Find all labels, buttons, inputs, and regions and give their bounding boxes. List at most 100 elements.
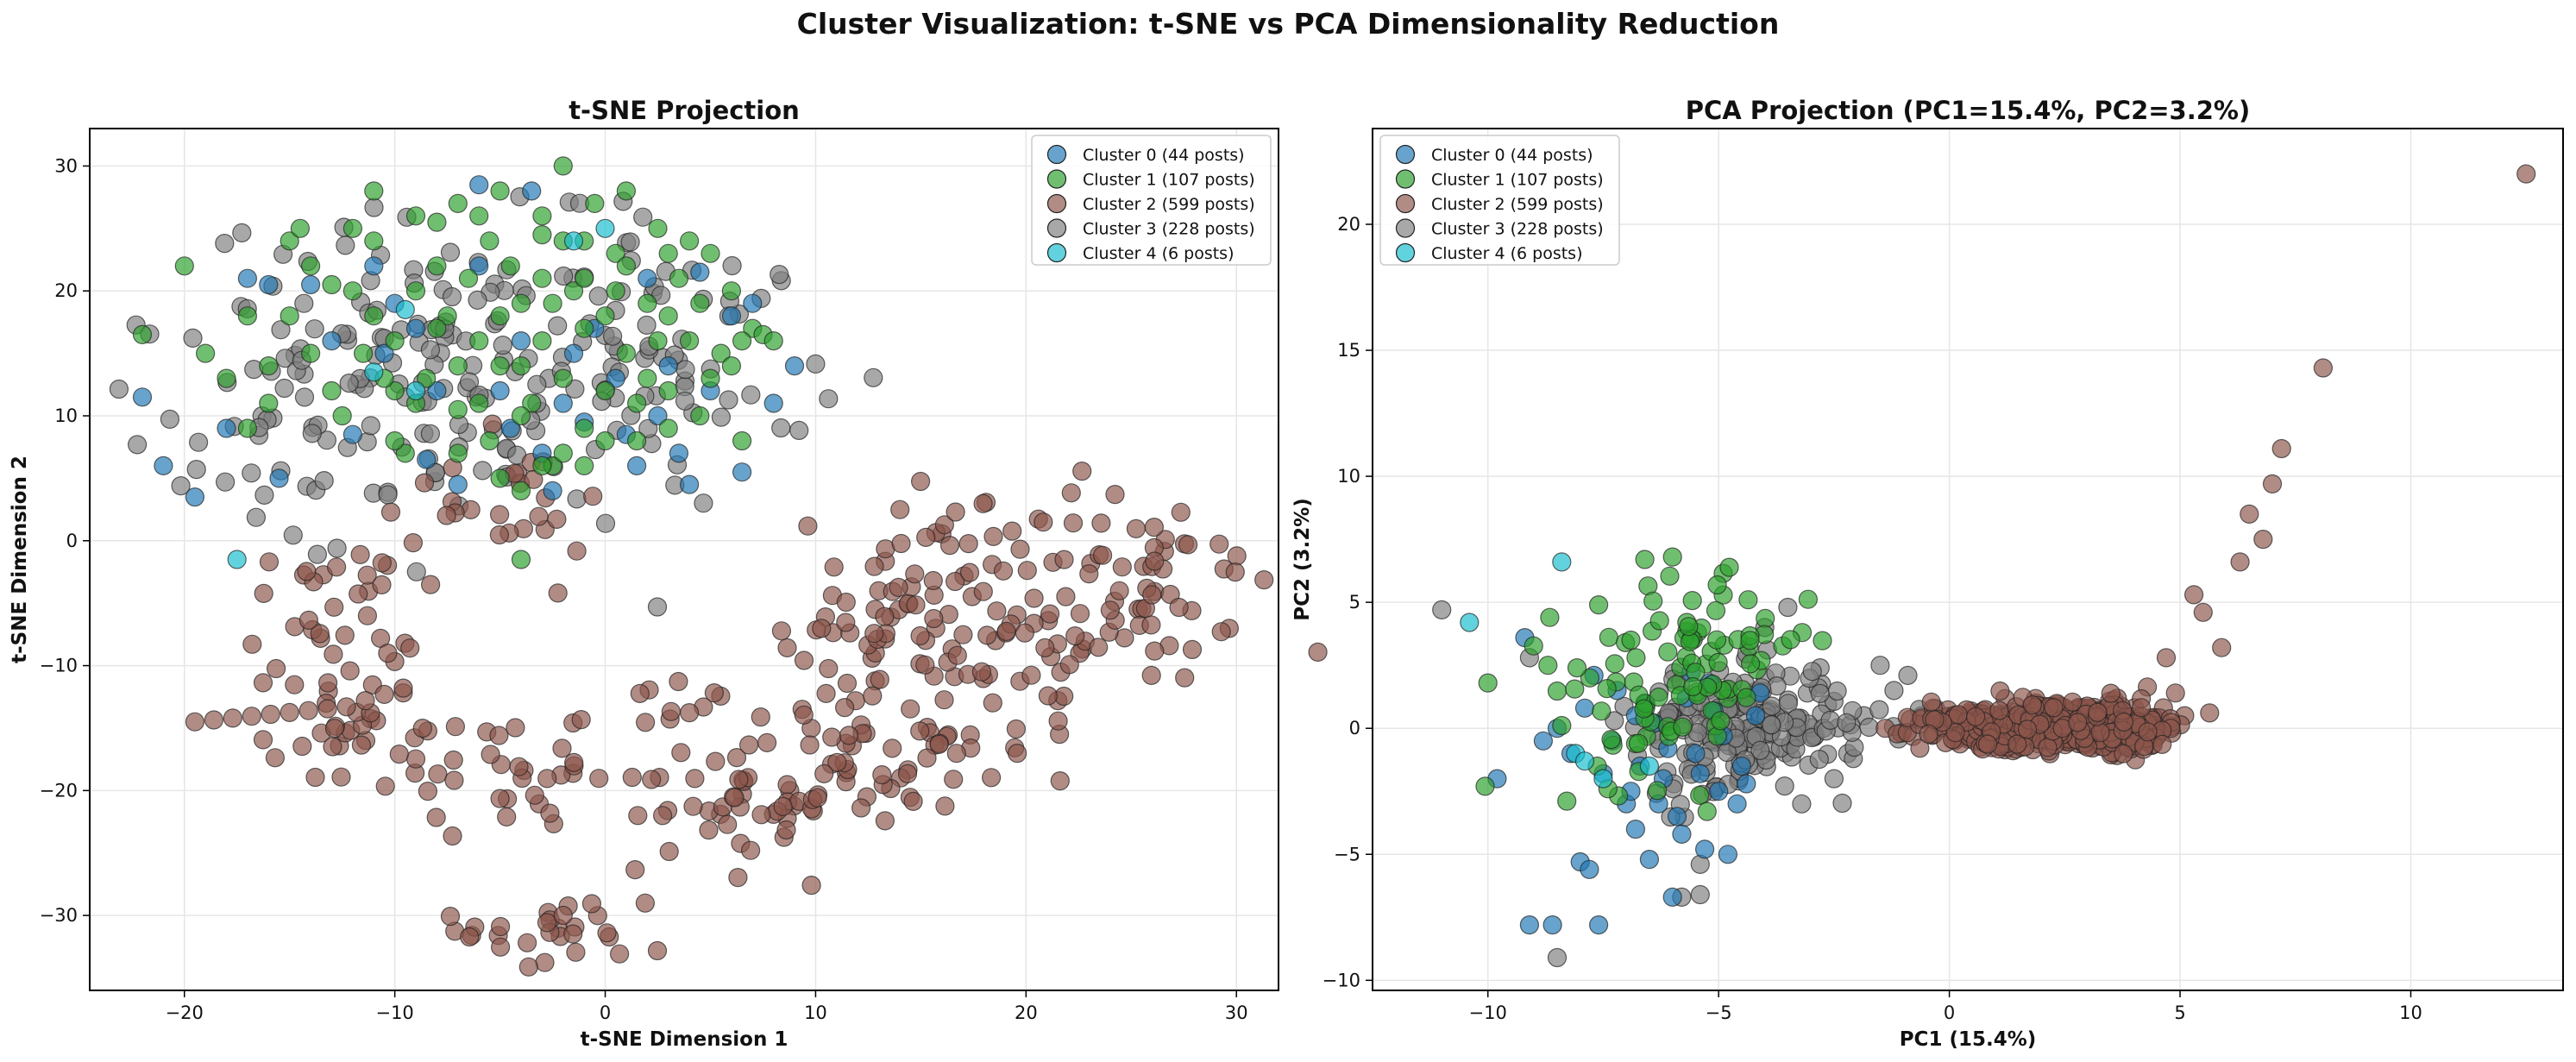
scatter-point-cluster-2: [1141, 615, 1161, 635]
scatter-point-cluster-2: [981, 768, 1002, 788]
scatter-point-cluster-2: [661, 701, 682, 721]
scatter-point-cluster-0: [763, 393, 783, 413]
scatter-point-cluster-2: [2044, 698, 2064, 718]
scatter-point-cluster-1: [385, 331, 405, 351]
scatter-point-cluster-1: [332, 405, 352, 426]
y-tick-label: 5: [1349, 592, 1360, 613]
scatter-point-cluster-2: [421, 575, 441, 594]
scatter-point-cluster-1: [543, 293, 562, 313]
scatter-point-cluster-3: [283, 525, 303, 545]
scatter-point-cluster-2: [1209, 534, 1229, 554]
scatter-point-cluster-2: [1091, 513, 1111, 533]
scatter-point-cluster-2: [552, 738, 572, 758]
scatter-point-cluster-3: [468, 290, 487, 310]
scatter-point-cluster-2: [393, 678, 413, 698]
scatter-point-cluster-2: [1024, 588, 1044, 608]
legend-marker-cluster-0: [1046, 144, 1067, 165]
scatter-point-cluster-1: [522, 393, 542, 413]
scatter-point-cluster-2: [2193, 602, 2213, 622]
scatter-point-cluster-2: [939, 535, 960, 556]
scatter-point-cluster-2: [583, 487, 603, 506]
scatter-point-cluster-1: [301, 256, 321, 276]
scatter-point-cluster-0: [185, 487, 204, 507]
scatter-point-cluster-1: [1683, 676, 1703, 697]
scatter-point-cluster-2: [509, 757, 529, 776]
scatter-point-cluster-2: [647, 940, 668, 961]
scatter-point-cluster-3: [294, 387, 315, 407]
scatter-point-cluster-1: [1706, 630, 1727, 650]
scatter-point-cluster-1: [500, 256, 520, 276]
scatter-point-cluster-3: [274, 378, 294, 399]
scatter-point-cluster-2: [1182, 639, 1203, 660]
scatter-point-cluster-2: [506, 718, 525, 738]
scatter-point-cluster-1: [1635, 550, 1655, 569]
scatter-point-cluster-1: [1740, 654, 1761, 674]
scatter-point-cluster-3: [109, 379, 129, 399]
scatter-point-cluster-2: [1105, 484, 1125, 505]
scatter-point-cluster-2: [836, 592, 856, 613]
scatter-point-cluster-1: [1711, 711, 1731, 731]
scatter-point-cluster-2: [905, 564, 925, 584]
scatter-point-cluster-2: [374, 684, 394, 705]
scatter-point-cluster-1: [658, 380, 678, 401]
scatter-point-cluster-1: [342, 218, 362, 238]
scatter-point-cluster-2: [883, 738, 902, 758]
scatter-point-cluster-2: [2240, 504, 2259, 525]
scatter-point-cluster-1: [626, 430, 647, 451]
scatter-point-cluster-2: [259, 552, 280, 572]
x-tick-label: −5: [1706, 1002, 1732, 1023]
scatter-point-cluster-1: [701, 243, 720, 263]
scatter-point-cluster-0: [1690, 764, 1710, 783]
scatter-point-cluster-2: [581, 894, 602, 914]
scatter-point-cluster-1: [1626, 648, 1646, 668]
scatter-point-cluster-2: [628, 806, 648, 826]
scatter-point-cluster-2: [564, 752, 584, 773]
scatter-point-cluster-2: [726, 747, 747, 768]
scatter-point-cluster-2: [372, 553, 392, 573]
scatter-point-cluster-3: [864, 368, 883, 387]
scatter-point-cluster-2: [1169, 597, 1189, 618]
scatter-point-cluster-3: [1778, 694, 1798, 713]
scatter-point-cluster-3: [675, 391, 695, 411]
scatter-point-cluster-2: [947, 645, 967, 665]
scatter-point-cluster-2: [1089, 638, 1109, 657]
scatter-point-cluster-1: [1540, 607, 1560, 627]
scatter-point-cluster-0: [1709, 782, 1729, 801]
scatter-point-cluster-3: [1870, 656, 1890, 676]
scatter-point-cluster-0: [648, 405, 668, 426]
scatter-point-cluster-2: [298, 610, 318, 631]
scatter-point-cluster-2: [1040, 604, 1060, 624]
scatter-point-cluster-2: [445, 717, 466, 737]
scatter-point-cluster-1: [658, 306, 678, 326]
scatter-point-cluster-4: [1460, 613, 1480, 632]
scatter-point-cluster-1: [280, 231, 299, 251]
scatter-point-cluster-2: [490, 789, 510, 808]
scatter-point-cluster-2: [2088, 702, 2108, 722]
scatter-point-cluster-2: [1142, 585, 1162, 605]
scatter-point-cluster-1: [732, 331, 752, 351]
scatter-point-cluster-1: [259, 356, 279, 376]
scatter-point-cluster-2: [728, 867, 748, 888]
scatter-point-cluster-2: [1007, 743, 1027, 764]
scatter-point-cluster-3: [171, 475, 191, 496]
scatter-point-cluster-2: [428, 764, 448, 784]
scatter-point-cluster-2: [267, 658, 286, 679]
scatter-point-cluster-2: [683, 796, 703, 816]
scatter-point-cluster-2: [440, 906, 461, 927]
scatter-point-cluster-2: [548, 583, 568, 603]
scatter-point-cluster-3: [242, 463, 261, 483]
pca-ylabel: PC2 (3.2%): [1291, 498, 1314, 621]
scatter-point-cluster-3: [1884, 681, 1904, 701]
legend-label-cluster-0: Cluster 0 (44 posts): [1431, 146, 1593, 165]
scatter-point-cluster-1: [132, 324, 153, 344]
scatter-point-cluster-2: [261, 704, 280, 725]
scatter-point-cluster-2: [518, 957, 538, 977]
scatter-point-cluster-2: [2313, 358, 2333, 378]
scatter-point-cluster-1: [511, 293, 531, 313]
scatter-point-cluster-2: [490, 937, 511, 957]
scatter-point-cluster-2: [953, 625, 973, 644]
scatter-point-cluster-2: [917, 748, 937, 768]
scatter-point-cluster-2: [524, 469, 543, 489]
scatter-point-cluster-2: [2212, 638, 2232, 657]
scatter-point-cluster-2: [704, 682, 725, 703]
